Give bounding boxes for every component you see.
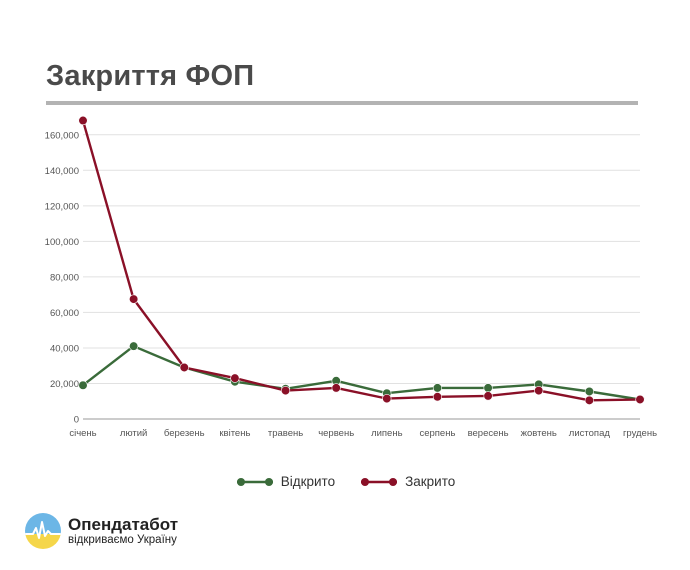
legend-marker-right-opened xyxy=(264,477,273,486)
brand-tagline: відкриваємо Україну xyxy=(68,533,177,546)
x-tick-label: квітень xyxy=(219,428,250,439)
data-point-closed[interactable] xyxy=(280,385,291,396)
title-divider xyxy=(46,101,638,105)
legend-label-closed: Закрито xyxy=(405,474,456,489)
x-tick-label: травень xyxy=(268,428,303,439)
x-tick-label: вересень xyxy=(468,428,509,439)
chart-legend: Відкрито Закрито xyxy=(0,474,690,489)
x-tick-label: лютий xyxy=(120,428,147,439)
y-tick-label: 60,000 xyxy=(50,308,79,319)
data-point-closed[interactable] xyxy=(382,393,392,404)
y-tick-label: 160,000 xyxy=(45,130,79,141)
data-point-closed[interactable] xyxy=(230,373,240,383)
legend-marker-right-closed xyxy=(389,477,398,486)
brand-logo: Опендатабот відкриваємо Україну xyxy=(24,512,178,550)
brand-name: Опендатабот xyxy=(68,515,179,535)
legend-label-opened: Відкрито xyxy=(280,474,336,489)
data-point-closed[interactable] xyxy=(635,394,645,405)
data-point-opened[interactable] xyxy=(432,383,443,393)
data-point-opened[interactable] xyxy=(78,380,88,390)
data-point-opened[interactable] xyxy=(129,341,139,351)
series-line-closed xyxy=(81,120,641,402)
series-line-opened xyxy=(82,345,641,401)
x-tick-label: липень xyxy=(371,428,403,439)
y-tick-label: 0 xyxy=(74,415,79,426)
data-point-closed[interactable] xyxy=(534,385,544,396)
y-tick-label: 140,000 xyxy=(45,166,79,177)
data-point-closed[interactable] xyxy=(78,115,88,126)
x-tick-label: серпень xyxy=(419,428,455,439)
data-point-closed[interactable] xyxy=(483,391,493,401)
y-tick-label: 100,000 xyxy=(45,237,79,248)
data-point-closed[interactable] xyxy=(331,383,341,393)
x-tick-label: березень xyxy=(164,428,205,439)
x-tick-label: листопад xyxy=(569,428,611,439)
y-tick-label: 20,000 xyxy=(50,379,79,390)
legend-swatch-opened xyxy=(236,477,273,486)
x-tick-label: червень xyxy=(318,428,354,439)
data-point-opened[interactable] xyxy=(584,386,594,397)
x-tick-label: січень xyxy=(69,428,96,439)
x-tick-label: жовтень xyxy=(521,428,557,439)
data-point-opened[interactable] xyxy=(483,383,493,393)
brand-logo-icon xyxy=(25,513,61,549)
data-point-closed[interactable] xyxy=(432,392,443,402)
data-point-closed[interactable] xyxy=(129,294,139,304)
legend-item-closed[interactable]: Закрито xyxy=(359,474,455,489)
data-point-closed[interactable] xyxy=(584,395,594,405)
legend-swatch-closed xyxy=(361,477,398,486)
data-point-closed[interactable] xyxy=(179,362,189,373)
legend-marker-left-closed xyxy=(361,477,370,486)
x-tick-label: грудень xyxy=(623,428,657,439)
legend-marker-left-opened xyxy=(236,477,245,486)
chart-title: Закриття ФОП xyxy=(46,60,255,92)
line-chart: 0 20,000 40,000 60,000 80,000 100,000 120,000 1… xyxy=(45,115,657,439)
y-tick-label: 80,000 xyxy=(50,272,79,283)
y-tick-label: 120,000 xyxy=(45,201,79,212)
y-tick-label: 40,000 xyxy=(50,343,79,354)
legend-item-opened[interactable]: Відкрито xyxy=(235,474,335,489)
